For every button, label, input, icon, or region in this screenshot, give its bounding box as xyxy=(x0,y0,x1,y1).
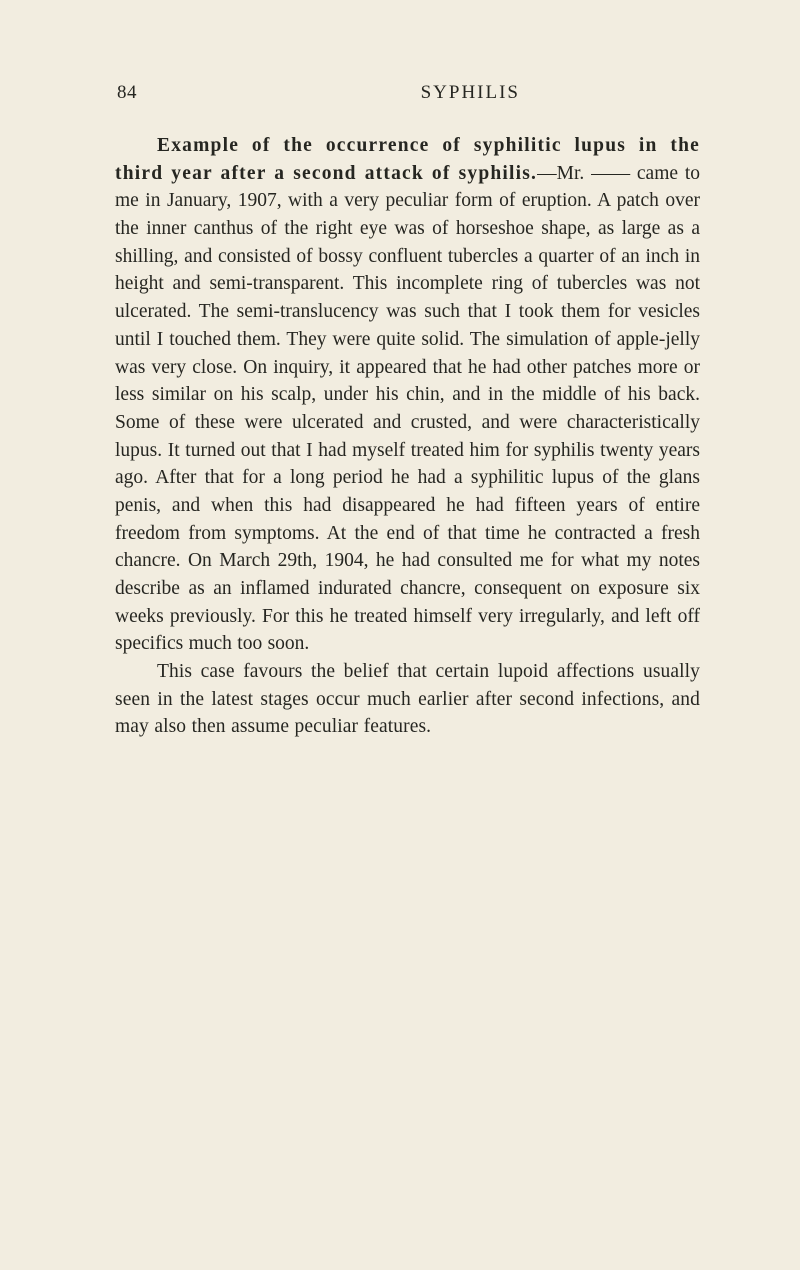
paragraph-1: Example of the occurrence of syphilitic … xyxy=(115,132,700,658)
running-header: 84 SYPHILIS xyxy=(115,82,700,104)
body-text: Example of the occurrence of syphilitic … xyxy=(115,132,700,741)
paragraph-2: This case favours the belief that certai… xyxy=(115,658,700,741)
page-number: 84 xyxy=(117,82,137,104)
paragraph-1-rest: —Mr. —— came to me in January, 1907, wit… xyxy=(115,163,700,655)
running-head: SYPHILIS xyxy=(421,82,520,104)
page: 84 SYPHILIS Example of the occurrence of… xyxy=(0,0,800,1270)
